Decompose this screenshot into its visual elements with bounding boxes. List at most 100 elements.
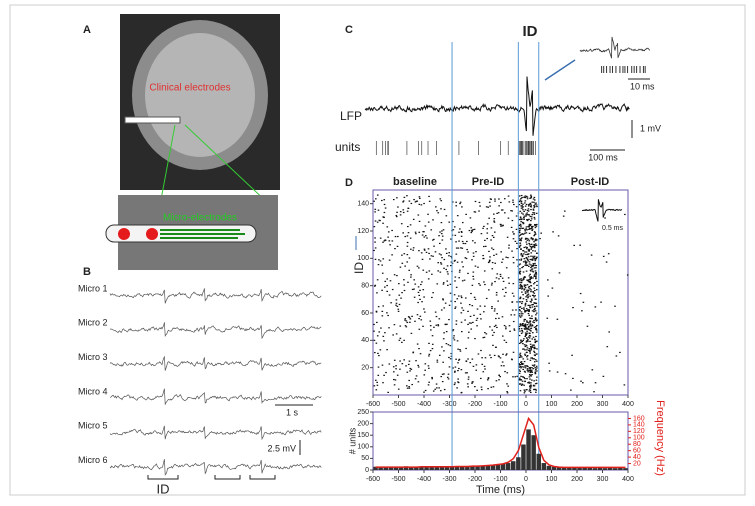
inset-trace	[579, 36, 651, 59]
raster-spike	[382, 335, 385, 337]
raster-spike	[460, 302, 462, 304]
raster-spike	[532, 257, 535, 259]
raster-spike	[497, 212, 500, 214]
raster-spike	[457, 369, 459, 372]
raster-spike	[524, 202, 526, 204]
raster-spike	[527, 327, 530, 329]
raster-spike	[376, 321, 378, 324]
raster-spike	[516, 301, 518, 303]
raster-spike	[523, 258, 526, 260]
raster-spike	[535, 278, 537, 280]
hist-bar	[511, 461, 516, 470]
raster-spike	[507, 217, 510, 219]
raster-spike	[533, 309, 535, 311]
raster-spike	[527, 279, 529, 281]
raster-spike	[423, 311, 426, 313]
raster-spike	[528, 279, 530, 281]
raster-spike	[418, 250, 420, 252]
raster-spike	[456, 261, 459, 263]
raster-spike	[530, 270, 532, 272]
raster-spike	[524, 353, 526, 355]
raster-spike	[469, 217, 472, 219]
raster-spike	[441, 230, 443, 232]
raster-spike	[440, 375, 443, 378]
raster-spike	[535, 244, 538, 246]
raster-spike	[424, 363, 427, 365]
raster-spike	[527, 214, 530, 216]
raster-spike	[483, 270, 486, 272]
raster-spike	[498, 317, 500, 319]
raster-spike	[410, 248, 412, 250]
raster-spike	[529, 215, 532, 218]
raster-spike	[431, 273, 433, 275]
raster-spike	[456, 387, 458, 389]
raster-spike	[564, 373, 567, 375]
raster-spike	[532, 358, 534, 360]
raster-spike	[530, 255, 532, 257]
raster-spike	[424, 369, 426, 371]
raster-spike	[512, 199, 514, 201]
raster-spike	[511, 210, 514, 212]
hist-bar	[383, 466, 388, 470]
raster-spike	[532, 321, 534, 323]
raster-spike	[533, 305, 536, 308]
raster-spike	[529, 321, 531, 323]
raster-spike	[459, 202, 461, 205]
raster-spike	[524, 311, 526, 313]
raster-spike	[527, 296, 529, 298]
raster-spike	[593, 391, 595, 393]
raster-spike	[438, 253, 441, 255]
raster-spike	[520, 202, 523, 205]
raster-spike	[476, 325, 478, 327]
channel-label: Micro 5	[78, 421, 108, 431]
raster-spike	[429, 325, 432, 327]
raster-spike	[520, 286, 523, 288]
raster-spike	[413, 288, 415, 290]
raster-spike	[502, 288, 504, 290]
raster-spike	[519, 354, 522, 357]
raster-spike	[624, 213, 626, 216]
raster-spike	[520, 207, 523, 209]
raster-spike	[375, 342, 378, 344]
channel-label: Micro 2	[78, 318, 108, 328]
raster-spike	[539, 237, 541, 240]
lfp-trace	[364, 76, 630, 136]
raster-spike	[536, 252, 538, 254]
hist-bar	[500, 463, 506, 470]
raster-spike	[467, 376, 470, 378]
raster-spike	[519, 234, 521, 236]
raster-spike	[533, 364, 536, 366]
raster-spike	[394, 248, 396, 250]
raster-spike	[529, 369, 532, 371]
raster-spike	[453, 339, 456, 341]
raster-spike	[499, 357, 502, 359]
raster-spike	[431, 376, 433, 379]
raster-spike	[446, 271, 449, 273]
raster-spike	[519, 223, 522, 225]
raster-spike	[522, 343, 524, 345]
raster-spike	[443, 258, 446, 261]
raster-spike	[374, 258, 377, 260]
raster-spike	[533, 245, 536, 247]
hist-bar	[526, 429, 531, 470]
raster-spike	[434, 388, 437, 390]
raster-spike	[455, 201, 457, 203]
raster-spike	[480, 386, 483, 388]
raster-spike	[529, 387, 532, 389]
raster-spike	[518, 334, 521, 337]
raster-spike	[534, 373, 537, 375]
hist-bar	[439, 466, 445, 470]
raster-spike	[508, 244, 510, 246]
raster-spike	[518, 231, 521, 233]
raster-spike	[410, 368, 413, 370]
raster-spike	[531, 258, 534, 260]
raster-spike	[498, 205, 500, 207]
raster-spike	[529, 205, 532, 207]
raster-spike	[530, 384, 532, 386]
raster-spike	[410, 332, 413, 334]
raster-spike	[462, 266, 464, 268]
hist-bar	[409, 466, 414, 470]
raster-spike	[520, 254, 522, 256]
raster-spike	[532, 250, 534, 252]
raster-spike	[526, 212, 529, 214]
